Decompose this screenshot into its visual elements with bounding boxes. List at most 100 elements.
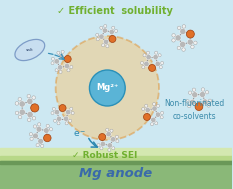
Circle shape (108, 148, 111, 152)
Circle shape (49, 128, 53, 131)
Circle shape (143, 54, 146, 57)
Circle shape (182, 25, 186, 28)
Circle shape (182, 48, 185, 51)
Circle shape (110, 129, 113, 132)
Bar (0, 161, 232, 189)
Circle shape (100, 26, 103, 29)
Circle shape (144, 61, 149, 67)
Text: e$^-$: e$^-$ (73, 129, 86, 139)
Circle shape (155, 112, 161, 117)
Circle shape (65, 122, 68, 125)
Circle shape (153, 54, 158, 60)
Circle shape (51, 62, 54, 65)
Circle shape (67, 69, 70, 72)
Circle shape (56, 36, 159, 140)
Circle shape (64, 63, 70, 69)
Text: Mg anode: Mg anode (79, 167, 152, 180)
Circle shape (104, 25, 107, 28)
Circle shape (202, 99, 208, 105)
Circle shape (15, 111, 19, 115)
Circle shape (100, 147, 103, 150)
Circle shape (55, 69, 58, 72)
Circle shape (32, 96, 35, 99)
Circle shape (106, 132, 111, 137)
Circle shape (190, 99, 195, 105)
Circle shape (69, 119, 72, 122)
Circle shape (56, 116, 62, 122)
Bar (0, 156, 232, 161)
Circle shape (51, 112, 54, 115)
Circle shape (106, 45, 109, 48)
Circle shape (115, 29, 118, 33)
Circle shape (155, 61, 160, 67)
Circle shape (145, 104, 148, 107)
Circle shape (29, 132, 33, 136)
Circle shape (186, 30, 194, 38)
Bar (0, 148, 232, 156)
Circle shape (112, 26, 115, 29)
Circle shape (19, 109, 25, 115)
Circle shape (64, 56, 71, 63)
Circle shape (208, 99, 212, 102)
Circle shape (161, 61, 164, 64)
Circle shape (54, 119, 57, 122)
Circle shape (41, 144, 44, 148)
Circle shape (149, 64, 156, 71)
Circle shape (27, 98, 33, 105)
Circle shape (57, 51, 60, 54)
Circle shape (157, 104, 160, 107)
Circle shape (103, 39, 109, 44)
Circle shape (99, 34, 104, 39)
Circle shape (18, 115, 22, 119)
Circle shape (172, 39, 175, 42)
Circle shape (38, 138, 44, 144)
Circle shape (54, 109, 60, 115)
Circle shape (180, 41, 186, 47)
Circle shape (160, 116, 163, 119)
Circle shape (175, 35, 181, 41)
Circle shape (147, 51, 150, 54)
Circle shape (177, 46, 181, 50)
Circle shape (99, 133, 106, 141)
Circle shape (191, 45, 194, 49)
Text: salt: salt (26, 48, 34, 52)
Circle shape (31, 104, 39, 112)
Circle shape (172, 34, 175, 37)
Circle shape (96, 33, 99, 36)
Circle shape (36, 126, 42, 132)
Circle shape (180, 29, 186, 35)
Circle shape (89, 70, 125, 106)
Circle shape (106, 128, 109, 131)
Circle shape (15, 101, 19, 105)
Circle shape (161, 111, 164, 114)
Circle shape (54, 59, 59, 64)
Circle shape (59, 53, 64, 59)
Text: ✓ Efficient  solubility: ✓ Efficient solubility (57, 6, 173, 16)
Circle shape (27, 94, 31, 98)
Circle shape (44, 134, 51, 142)
Circle shape (205, 91, 209, 94)
Circle shape (43, 128, 49, 133)
Circle shape (145, 107, 150, 113)
Circle shape (70, 66, 73, 69)
Circle shape (100, 141, 106, 147)
Text: ✓ Robust SEI: ✓ Robust SEI (72, 152, 137, 160)
Circle shape (153, 102, 156, 106)
Circle shape (30, 137, 33, 140)
Circle shape (63, 116, 69, 122)
Circle shape (151, 117, 156, 122)
Circle shape (188, 91, 192, 94)
Circle shape (38, 123, 41, 126)
Circle shape (65, 109, 71, 115)
Circle shape (152, 106, 157, 111)
Circle shape (33, 125, 37, 128)
Circle shape (144, 113, 151, 120)
Circle shape (27, 118, 31, 122)
Circle shape (186, 100, 189, 103)
Circle shape (142, 66, 145, 69)
Circle shape (187, 39, 193, 45)
Circle shape (107, 143, 112, 148)
Text: Non-fluorinated
co-solvents: Non-fluorinated co-solvents (165, 99, 225, 121)
Circle shape (18, 97, 22, 101)
Circle shape (102, 44, 105, 47)
